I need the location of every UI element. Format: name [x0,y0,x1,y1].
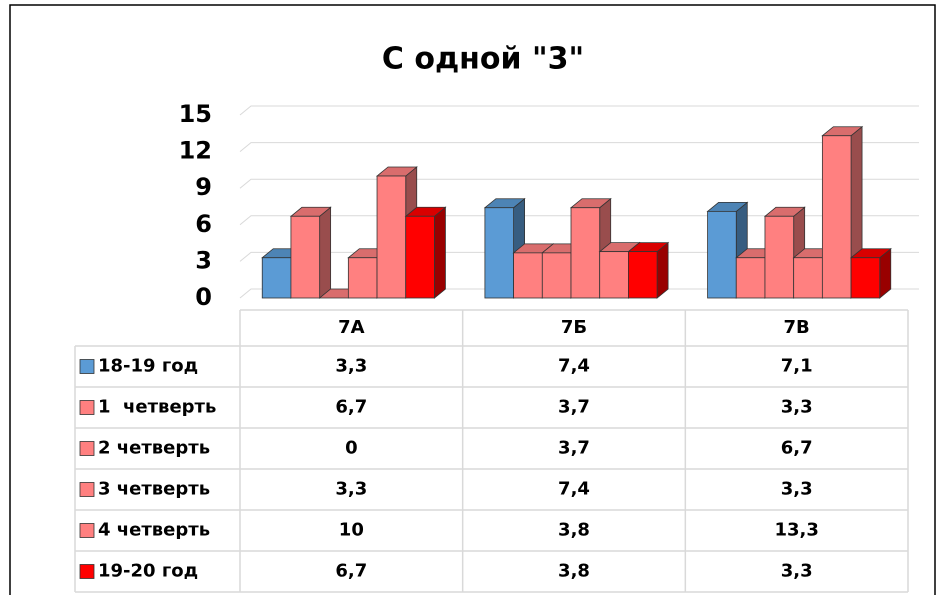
y-tick-label: 9 [195,173,212,201]
data-label: 3,3 [781,397,813,418]
bar [793,257,823,299]
legend-key [79,523,95,538]
data-label: 6,7 [781,438,813,459]
data-label: 3,7 [558,438,590,459]
grid-line [239,288,919,299]
legend-key [79,359,95,374]
bar [821,135,852,299]
data-label: 3,3 [335,479,367,500]
bar [261,257,292,299]
bar [599,251,629,299]
legend-label: 2 четверть [98,438,210,459]
x-tick-label: 7Б [561,317,587,338]
grid-line [239,215,919,226]
y-tick-label: 12 [179,137,212,165]
legend-key [79,564,95,579]
bar [628,251,658,299]
legend-label: 3 четверть [98,479,210,500]
bar-side [319,206,332,299]
y-tick-label: 3 [195,246,212,274]
data-label: 10 [339,520,364,541]
data-label: 3,3 [781,561,813,582]
bar [290,215,321,299]
data-label: 3,3 [335,356,367,377]
legend-label: 18-19 год [98,356,198,377]
legend-label: 4 четверть [98,520,210,541]
data-label: 6,7 [335,397,367,418]
legend-key [79,400,95,415]
data-label: 6,7 [335,561,367,582]
grid-line [239,178,919,189]
data-label: 3,3 [781,479,813,500]
data-label: 0 [345,438,358,459]
legend-key [79,482,95,497]
y-tick-label: 15 [179,100,212,128]
bar [735,257,766,299]
bar [347,257,378,299]
data-label: 13,3 [774,520,818,541]
legend-label: 19-20 год [98,561,198,582]
x-tick-label: 7А [338,317,365,338]
bar [707,210,737,299]
bar [570,207,601,299]
y-tick-label: 0 [195,283,212,311]
legend-key [79,441,95,456]
x-tick-label: 7В [784,317,810,338]
grid-line [239,251,919,262]
bar [850,257,881,299]
data-label: 7,4 [558,356,590,377]
bar [513,252,543,299]
data-label: 3,8 [558,520,590,541]
data-label: 7,4 [558,479,590,500]
bar-side [656,241,669,299]
bar [405,215,435,299]
bar [541,252,572,299]
chart-border [9,4,936,595]
bar [764,215,795,299]
bar [484,207,514,299]
grid-line [239,105,919,116]
data-label: 3,8 [558,561,590,582]
data-label: 3,7 [558,397,590,418]
bar [376,175,407,299]
data-label: 7,1 [781,356,813,377]
bar-side [434,206,446,299]
y-tick-label: 6 [195,210,212,238]
legend-label: 1 четверть [98,397,216,418]
grid-line [239,142,919,152]
chart-title: С одной "3" [382,42,584,77]
